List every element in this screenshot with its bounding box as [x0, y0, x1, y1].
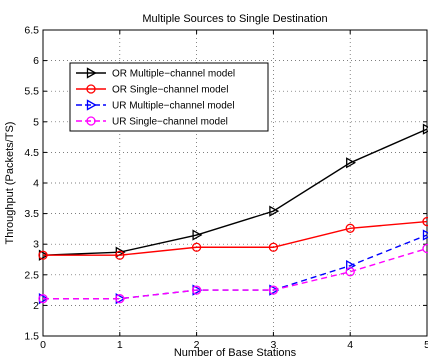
legend-entry: OR Multiple−channel model [76, 67, 235, 80]
series-3 [38, 229, 428, 305]
legend-entry: UR Multiple−channel model [76, 99, 235, 112]
legend-marker [86, 67, 97, 79]
data-point [191, 242, 202, 252]
data-point [345, 267, 355, 277]
data-point [38, 294, 48, 304]
x-axis-label: Number of Base Stations [174, 347, 297, 359]
chart-title: Multiple Sources to Single Destination [142, 13, 327, 25]
y-tick-label: 3 [33, 239, 39, 251]
data-point [192, 229, 203, 241]
x-tick-label: 4 [347, 339, 353, 351]
legend-marker [86, 99, 97, 111]
axis-ticks: 0 1 2 3 4 5 1.5 2 2.5 3 3.5 4 4.5 5 5.5 6 6.5 [24, 25, 428, 352]
legend: OR Multiple−channel model OR Single−chann… [69, 62, 269, 132]
data-point [268, 242, 279, 252]
x-tick-label: 5 [424, 339, 428, 351]
y-tick-label: 5 [33, 116, 39, 128]
series-line [42, 128, 428, 256]
legend-marker [86, 84, 96, 94]
y-tick-label: 4 [33, 178, 39, 190]
y-tick-label: 3.5 [24, 208, 39, 220]
series-line [43, 234, 428, 300]
y-tick-label: 4.5 [24, 147, 39, 159]
y-tick-label: 2.5 [24, 269, 39, 281]
legend-box [69, 62, 269, 132]
data-point [269, 205, 280, 217]
series-line [43, 220, 428, 256]
legend-marker [86, 116, 96, 126]
y-tick-label: 6.5 [24, 25, 39, 37]
x-tick-label: 3 [270, 339, 276, 351]
legend-label: UR Single−channel model [112, 117, 228, 128]
data-point [38, 250, 48, 260]
x-tick-label: 1 [117, 339, 123, 351]
data-point [346, 157, 357, 169]
y-tick-label: 6 [33, 55, 39, 67]
legend-entry: OR Single−channel model [76, 84, 228, 96]
y-tick-label: 1.5 [24, 331, 39, 343]
legend-label: OR Multiple−channel model [112, 69, 235, 80]
x-tick-label: 0 [40, 339, 46, 351]
series-4 [38, 243, 428, 304]
y-tick-label: 5.5 [24, 86, 39, 98]
series-1 [38, 123, 428, 261]
x-tick-label: 2 [194, 339, 200, 351]
series-line [43, 247, 428, 300]
series-lines [38, 123, 428, 305]
data-point [115, 250, 125, 260]
data-point [268, 285, 279, 295]
data-point [191, 285, 202, 295]
series-2 [38, 216, 428, 260]
data-point [422, 243, 428, 254]
legend-entry: UR Single−channel model [76, 116, 228, 128]
data-point [422, 216, 428, 227]
data-point [345, 223, 355, 233]
data-point [115, 294, 125, 304]
legend-label: OR Single−channel model [112, 85, 228, 96]
y-axis-label: Throughput (Packets/TS) [4, 122, 16, 245]
y-tick-label: 2 [33, 300, 39, 312]
legend-label: UR Multiple−channel model [112, 101, 235, 112]
